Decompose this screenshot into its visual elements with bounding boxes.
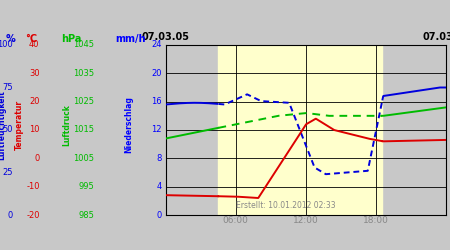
Text: 985: 985 <box>79 210 94 220</box>
Text: 30: 30 <box>29 69 40 78</box>
Text: 100: 100 <box>0 40 13 50</box>
Text: 1015: 1015 <box>73 126 94 134</box>
Text: mm/h: mm/h <box>115 34 145 44</box>
Text: -20: -20 <box>26 210 40 220</box>
Text: %: % <box>6 34 16 44</box>
Text: 4: 4 <box>157 182 162 191</box>
Text: 40: 40 <box>29 40 40 50</box>
Text: Luftdruck: Luftdruck <box>62 104 71 146</box>
Text: 20: 20 <box>29 97 40 106</box>
Text: 1025: 1025 <box>73 97 94 106</box>
Text: hPa: hPa <box>61 34 81 44</box>
Text: Luftfeuchtigkeit: Luftfeuchtigkeit <box>0 90 7 160</box>
Text: 1005: 1005 <box>73 154 94 163</box>
Text: 12: 12 <box>152 126 162 134</box>
Text: 16: 16 <box>151 97 162 106</box>
Text: 20: 20 <box>152 69 162 78</box>
Text: Erstellt: 10.01.2012 02:33: Erstellt: 10.01.2012 02:33 <box>236 201 335 210</box>
Text: Niederschlag: Niederschlag <box>124 96 133 154</box>
Text: °C: °C <box>25 34 37 44</box>
Text: 0: 0 <box>7 210 13 220</box>
Text: 8: 8 <box>157 154 162 163</box>
Text: 10: 10 <box>29 126 40 134</box>
Text: 24: 24 <box>152 40 162 50</box>
Text: -10: -10 <box>26 182 40 191</box>
Text: 1045: 1045 <box>73 40 94 50</box>
Bar <box>218 45 382 215</box>
Text: 0: 0 <box>157 210 162 220</box>
Text: 1035: 1035 <box>73 69 94 78</box>
Text: 0: 0 <box>34 154 40 163</box>
Text: 75: 75 <box>2 83 13 92</box>
Text: Temperatur: Temperatur <box>15 100 24 150</box>
Text: 995: 995 <box>79 182 94 191</box>
Text: 25: 25 <box>2 168 13 177</box>
Text: 50: 50 <box>2 126 13 134</box>
